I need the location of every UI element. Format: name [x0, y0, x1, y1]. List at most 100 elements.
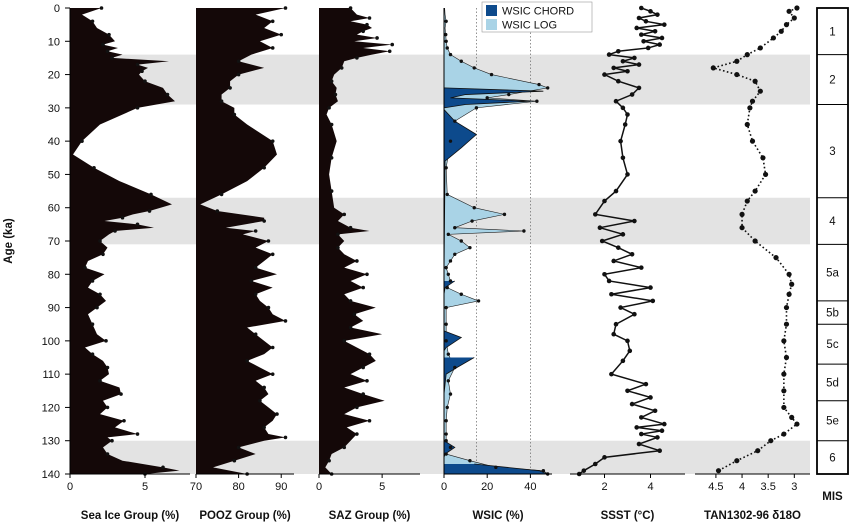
saz-point — [336, 245, 340, 250]
saz-point — [339, 66, 344, 70]
pooz-point — [219, 99, 224, 103]
ssst-x-tick-label: 2 — [601, 481, 607, 493]
wsic-point — [444, 39, 448, 43]
d18o-x-tick-label: 3.5 — [761, 481, 776, 493]
pooz-point — [262, 385, 266, 390]
saz-point — [365, 22, 369, 27]
pooz-point — [279, 32, 284, 37]
saz-point — [387, 49, 392, 54]
d18o-point — [783, 321, 790, 327]
d18o-point — [749, 98, 756, 104]
wsic-x-tick-label: 40 — [524, 481, 536, 493]
saz-point — [361, 29, 365, 34]
saz-area — [319, 8, 393, 474]
sea_ice-point — [135, 62, 140, 67]
pooz-x-tick-label: 80 — [232, 481, 244, 493]
saz-point — [355, 432, 359, 436]
ssst-point — [659, 428, 665, 434]
legend-swatch — [486, 5, 497, 16]
age-tick-label: 0 — [54, 3, 60, 15]
mis-stage-label: 2 — [829, 75, 835, 87]
mis-stage-label: 3 — [829, 146, 835, 158]
pooz-point — [232, 458, 237, 463]
pooz-point — [266, 239, 271, 243]
pooz-x-label: POOZ Group (%) — [199, 510, 291, 522]
ssst-point — [609, 371, 614, 377]
legend-swatch — [486, 19, 497, 30]
sea_ice-point — [161, 465, 165, 470]
pooz-point — [253, 332, 258, 337]
sea_ice-point — [101, 252, 105, 257]
d18o-point — [786, 8, 792, 14]
ssst-point — [616, 48, 621, 54]
glacial-band — [70, 54, 810, 105]
ssst-point — [636, 62, 642, 67]
ssst-point — [655, 435, 660, 440]
wsic-point — [541, 468, 546, 473]
sea_ice-point — [120, 215, 125, 220]
pooz-point — [270, 372, 275, 376]
ssst-point — [629, 401, 635, 407]
ssst-point — [625, 112, 630, 117]
d18o-point — [781, 404, 787, 411]
sea_ice-area — [70, 8, 180, 474]
ssst-point — [652, 29, 658, 34]
d18o-point — [786, 271, 792, 277]
saz-point — [329, 79, 334, 84]
age-tick-label: 10 — [48, 36, 60, 48]
mis-stage-label: 5c — [826, 339, 838, 351]
d18o-point — [791, 15, 797, 21]
age-tick-label: 40 — [48, 136, 60, 148]
saz-point — [342, 339, 347, 343]
d18o-point — [789, 414, 795, 421]
d18o-point — [744, 52, 750, 58]
saz-point — [329, 155, 334, 160]
mis-stage-label: 5e — [826, 416, 839, 428]
d18o-point — [786, 291, 792, 297]
ssst-point — [613, 321, 619, 327]
saz-point — [365, 379, 369, 383]
d18o-point — [739, 211, 745, 217]
wsic-point — [444, 322, 448, 326]
d18o-point — [770, 35, 777, 41]
d18o-point — [752, 238, 758, 244]
sea_ice-point — [119, 392, 123, 396]
ssst-point — [650, 298, 656, 304]
pooz-point — [266, 305, 271, 310]
ssst-point — [632, 218, 637, 224]
sea_ice-point — [90, 19, 95, 24]
sea_ice-point — [80, 139, 84, 143]
saz-point — [375, 36, 379, 40]
panel-sea_ice: 0 5 Sea Ice Group (%) — [67, 6, 190, 522]
pooz-point — [270, 252, 275, 257]
pooz-x-tick-label: 90 — [275, 481, 287, 493]
pooz-point — [262, 165, 266, 170]
wsic-point — [522, 229, 526, 233]
saz-point — [365, 272, 369, 277]
wsic-point — [535, 99, 539, 103]
ssst-point — [620, 232, 626, 237]
d18o-point — [781, 338, 787, 344]
wsic-point — [476, 299, 481, 303]
ssst-point — [648, 395, 653, 400]
saz-point — [367, 352, 372, 356]
ssst-point — [606, 52, 612, 57]
wsic-x-label: WSIC (%) — [472, 510, 523, 522]
wsic-point — [453, 119, 457, 123]
wsic-point — [448, 392, 453, 396]
ssst-point — [639, 265, 644, 270]
pooz-point — [270, 139, 275, 143]
wsic-chord-line — [443, 87, 544, 109]
ssst-point — [620, 105, 626, 111]
ssst-point — [602, 198, 607, 204]
d18o-point — [781, 431, 787, 437]
saz-point — [361, 285, 365, 290]
ssst-point — [611, 258, 616, 264]
chart-panels: 0 5 Sea Ice Group (%) 70 80 90 POOZ Group (%) 0… — [67, 5, 810, 522]
ssst-point — [625, 172, 630, 177]
wsic-x-tick-label: 0 — [441, 481, 447, 493]
wsic-point — [453, 252, 457, 257]
sea_ice-point — [107, 32, 111, 37]
sea_ice-point — [95, 305, 99, 310]
panel-ssst: 2 4 SSST (°C) — [570, 5, 685, 522]
